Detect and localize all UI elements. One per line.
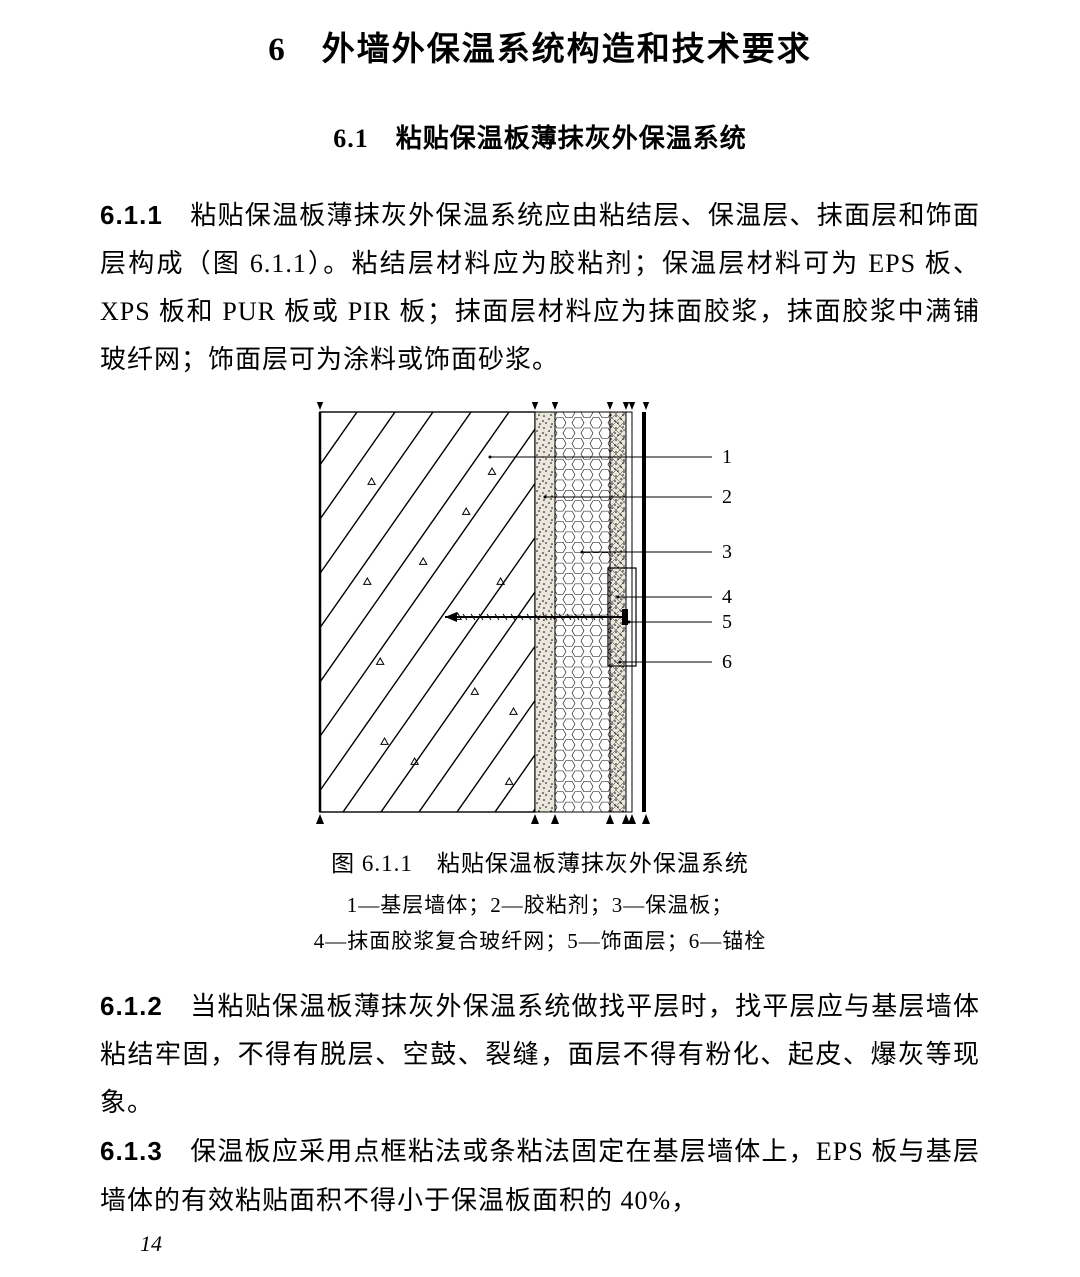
para-text: 保温板应采用点框粘法或条粘法固定在基层墙体上，EPS 板与基层墙体的有效粘贴面积…: [100, 1137, 980, 1214]
figure-611: 1 2 3 4 5 6: [100, 402, 980, 832]
page-number: 14: [140, 1231, 980, 1257]
figure-caption-title: 图 6.1.1 粘贴保温板薄抹灰外保温系统: [100, 844, 980, 884]
para-text: 粘贴保温板薄抹灰外保温系统应由粘结层、保温层、抹面层和饰面层构成（图 6.1.1…: [100, 201, 980, 374]
svg-text:6: 6: [722, 651, 732, 673]
chapter-title: 6 外墙外保温系统构造和技术要求: [100, 22, 980, 70]
section-title: 6.1 粘贴保温板薄抹灰外保温系统: [100, 118, 980, 155]
svg-text:2: 2: [722, 486, 732, 508]
svg-text:1: 1: [722, 446, 732, 468]
para-text: 当粘贴保温板薄抹灰外保温系统做找平层时，找平层应与基层墙体粘结牢固，不得有脱层、…: [100, 992, 980, 1117]
svg-text:4: 4: [722, 586, 732, 608]
chapter-title-text: 外墙外保温系统构造和技术要求: [322, 32, 812, 68]
para-num: 6.1.3: [100, 1136, 163, 1166]
figure-legend-1: 1—基层墙体；2—胶粘剂；3—保温板；: [100, 887, 980, 924]
section-number: 6.1: [333, 124, 369, 153]
paragraph-611: 6.1.1 粘贴保温板薄抹灰外保温系统应由粘结层、保温层、抹面层和饰面层构成（图…: [100, 191, 980, 384]
svg-text:3: 3: [722, 541, 732, 563]
paragraph-613: 6.1.3 保温板应采用点框粘法或条粘法固定在基层墙体上，EPS 板与基层墙体的…: [100, 1127, 980, 1224]
para-num: 6.1.2: [100, 991, 163, 1021]
figure-caption: 图 6.1.1 粘贴保温板薄抹灰外保温系统 1—基层墙体；2—胶粘剂；3—保温板…: [100, 844, 980, 960]
figure-legend-2: 4—抹面胶浆复合玻纤网；5—饰面层；6—锚栓: [100, 923, 980, 960]
chapter-number: 6: [268, 32, 287, 68]
paragraph-612: 6.1.2 当粘贴保温板薄抹灰外保温系统做找平层时，找平层应与基层墙体粘结牢固，…: [100, 982, 980, 1127]
para-num: 6.1.1: [100, 200, 163, 230]
svg-text:5: 5: [722, 611, 732, 633]
section-title-text: 粘贴保温板薄抹灰外保温系统: [396, 124, 747, 153]
